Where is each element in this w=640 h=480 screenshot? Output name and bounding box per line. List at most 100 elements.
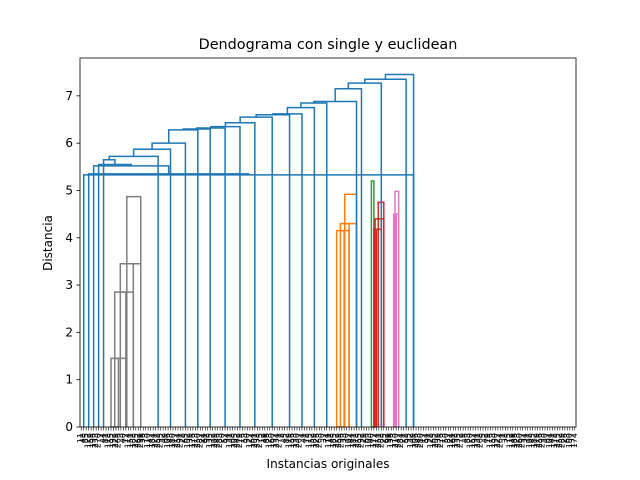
x-tick-label: 103 [364,433,373,448]
x-tick-label: 206 [411,433,420,448]
x-tick-label: 288 [376,433,385,448]
x-tick-label: 34 [520,433,529,443]
x-tick-label: 147 [146,433,155,448]
x-tick-label: 28 [178,433,187,443]
x-tick-label: 168 [228,433,237,448]
x-tick-label: 16 [237,433,246,443]
top-link [182,128,211,427]
x-tick-label: 188 [128,433,137,448]
x-tick-label: 106 [163,433,172,448]
x-tick-label: 54 [421,433,430,443]
x-tick-label: 41 [299,433,308,443]
x-tick-label: 29 [359,433,368,443]
x-tick-label: 160 [267,433,276,448]
x-tick-label: 119 [285,433,294,448]
x-tick-label: 7 [96,433,105,438]
y-tick-label: 5 [65,183,73,197]
x-tick-label: 21 [399,433,408,443]
x-tick-label: 293 [538,433,547,448]
x-tick-label: 137 [567,433,576,448]
x-tick-label: 173 [389,433,398,448]
x-tick-label: 201 [250,433,259,448]
top-link [347,82,383,427]
x-tick-label: 213 [190,433,199,448]
x-tick-label: 230 [292,433,301,448]
top-link [102,158,116,427]
y-tick-label: 7 [65,89,73,103]
x-tick-label: 251 [374,433,383,448]
x-tick-label: 108 [525,433,534,448]
x-tick-label: 8 [277,433,286,438]
x-tick-label: 155 [106,433,115,448]
x-tick-label: 194 [471,433,480,448]
x-tick-label: 164 [247,433,256,448]
chart-title: Dendograma con single y euclidean [199,37,458,53]
dendrogram-links [82,73,415,428]
y-tick-label: 1 [65,373,73,387]
x-tick-label: 161 [448,433,457,448]
x-tick-label: 128 [426,433,435,448]
x-tick-label: 292 [356,433,365,448]
x-tick-label: 104 [545,433,554,448]
x-tick-label: 172 [208,433,217,448]
x-tick-label: 295 [156,433,165,448]
x-tick-label: 181 [349,433,358,448]
x-tick-label: 120 [466,433,475,448]
x-tick-label: 85 [81,433,90,443]
x-tick-label: 17 [418,433,427,443]
x-tick-label: 50 [441,433,450,443]
x-tick-label: 73 [141,433,150,443]
top-link [167,129,199,427]
x-tick-label: 124 [446,433,455,448]
x-tick-label: 49 [260,433,269,443]
top-link [364,78,407,427]
x-tick-label: 177 [369,433,378,448]
x-tick-label: 184 [148,433,157,448]
x-tick-label: 112 [505,433,514,448]
x-tick-label: 275 [255,433,264,448]
x-tick-label: 247 [394,433,403,448]
x-tick-label: 193 [290,433,299,448]
x-tick-label: 180 [168,433,177,448]
x-tick-label: 40 [118,433,127,443]
x-tick-label: 70 [342,433,351,443]
x-tick-label: 205 [230,433,239,448]
x-tick-label: 95 [404,433,413,443]
x-tick-label: 262 [133,433,142,448]
x-tick-label: 297 [518,433,527,448]
x-tick-label: 255 [354,433,363,448]
x-tick-label: 189 [309,433,318,448]
x-tick-label: 296 [337,433,346,448]
x-tick-label: 217 [170,433,179,448]
y-axis-label: Distancia [41,215,55,271]
x-tick-label: 102 [183,433,192,448]
x-tick-label: 291 [175,433,184,448]
x-tick-label: 198 [451,433,460,448]
x-tick-label: 259 [334,433,343,448]
x-tick-label: 5 [478,433,487,438]
x-tick-label: 144 [347,433,356,448]
x-tick-label: 82 [282,433,291,443]
x-tick-label: 182 [530,433,539,448]
x-tick-label: 185 [329,433,338,448]
x-tick-label: 153 [488,433,497,448]
x-tick-label: 186 [510,433,519,448]
x-tick-label: 58 [401,433,410,443]
x-tick-label: 246 [213,433,222,448]
x-tick-label: 258 [153,433,162,448]
top-link [132,148,172,427]
x-tick-label: 263 [314,433,323,448]
x-tick-label: 165 [428,433,437,448]
x-tick-label: 75 [503,433,512,443]
x-tick-label: 227 [493,433,502,448]
top-link [239,116,273,427]
x-tick-label: 178 [550,433,559,448]
x-tick-label: 12 [257,433,266,443]
x-tick-label: 202 [431,433,440,448]
x-tick-label: 196 [89,433,98,448]
x-tick-label: 115 [304,433,313,448]
x-tick-label: 136 [386,433,395,448]
x-tick-label: 225 [131,433,140,448]
x-tick-label: 156 [287,433,296,448]
